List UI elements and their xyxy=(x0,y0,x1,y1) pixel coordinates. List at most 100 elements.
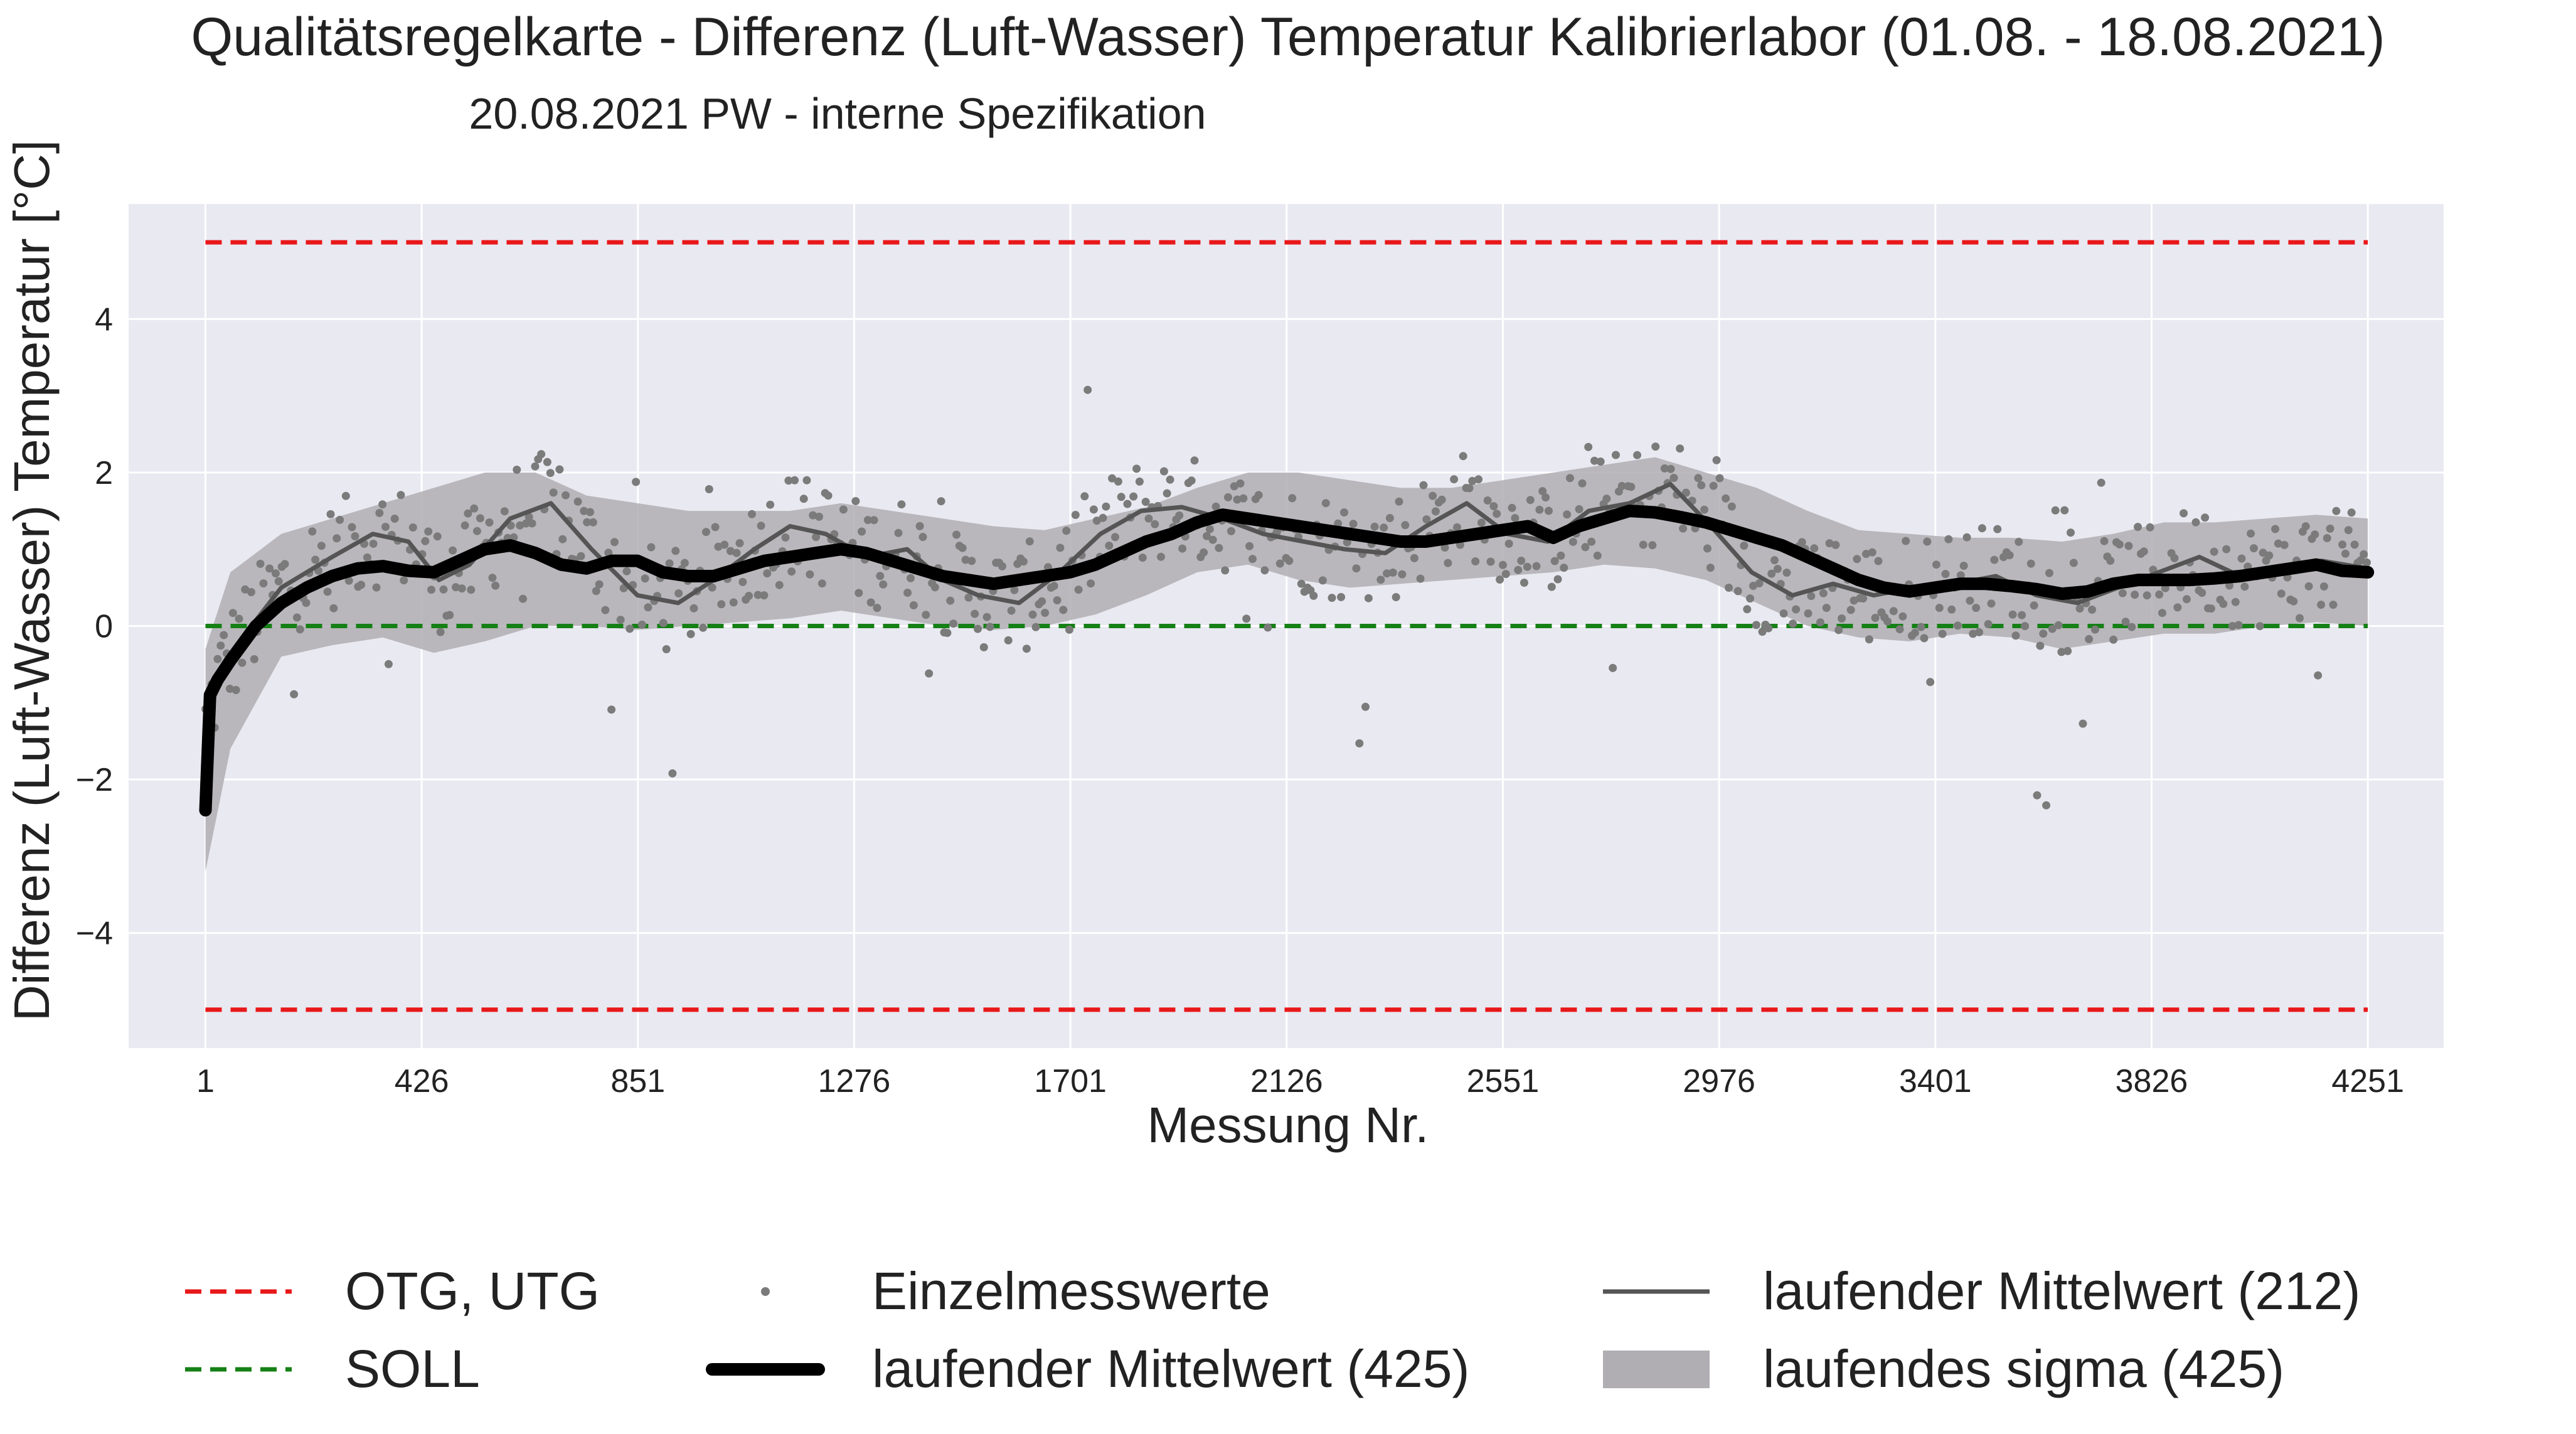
measurement-point xyxy=(1080,492,1089,501)
measurement-point xyxy=(1065,625,1073,634)
measurement-point xyxy=(348,523,356,532)
measurement-point xyxy=(2033,791,2041,800)
measurement-point xyxy=(2075,604,2084,613)
measurement-point xyxy=(1416,574,1425,583)
measurement-point xyxy=(1211,502,1220,511)
measurement-point xyxy=(647,543,656,552)
measurement-point xyxy=(784,476,793,485)
measurement-point xyxy=(943,629,952,637)
measurement-point xyxy=(781,533,790,542)
measurement-point xyxy=(753,591,762,599)
measurement-point xyxy=(1328,594,1336,602)
measurement-point xyxy=(1138,554,1147,562)
measurement-point xyxy=(1272,527,1281,536)
measurement-point xyxy=(1215,543,1223,552)
legend-swatch-band xyxy=(1603,1351,1710,1388)
measurement-point xyxy=(1853,555,1861,564)
measurement-point xyxy=(1557,551,1565,560)
measurement-point xyxy=(2183,595,2191,604)
measurement-point xyxy=(390,515,399,523)
measurement-point xyxy=(998,562,1006,570)
measurement-point xyxy=(1773,565,1782,573)
measurement-point xyxy=(1681,488,1690,497)
measurement-point xyxy=(1474,475,1483,484)
measurement-point xyxy=(748,510,756,518)
measurement-point xyxy=(967,557,976,565)
measurement-point xyxy=(1746,594,1755,603)
measurement-point xyxy=(1468,476,1477,485)
measurement-point xyxy=(1465,484,1474,493)
legend-item: Einzelmesswerte xyxy=(761,1261,1270,1320)
x-tick-label: 851 xyxy=(610,1063,665,1100)
measurement-point xyxy=(714,542,723,551)
measurement-point xyxy=(2118,589,2127,597)
legend-item: laufendes sigma (425) xyxy=(1603,1339,2284,1398)
measurement-point xyxy=(1566,474,1574,483)
measurement-point xyxy=(2314,671,2323,680)
measurement-point xyxy=(925,669,934,678)
measurement-point xyxy=(1297,579,1306,588)
measurement-point xyxy=(250,655,258,663)
measurement-point xyxy=(817,579,826,588)
legend-label: OTG, UTG xyxy=(345,1261,600,1320)
measurement-point xyxy=(2329,601,2338,609)
legend: OTG, UTG Einzelmesswerte laufender Mittelw… xyxy=(185,1261,2360,1398)
measurement-point xyxy=(2051,506,2060,515)
measurement-point xyxy=(1954,621,1962,630)
measurement-point xyxy=(1431,507,1440,516)
measurement-point xyxy=(1175,511,1184,520)
measurement-point xyxy=(1059,606,1068,614)
measurement-point xyxy=(2360,550,2368,559)
measurement-point xyxy=(573,497,582,506)
measurement-point xyxy=(2091,625,2099,634)
measurement-point xyxy=(2317,601,2326,609)
measurement-point xyxy=(1245,542,1254,550)
measurement-point xyxy=(213,655,222,663)
measurement-point xyxy=(341,491,350,500)
measurement-point xyxy=(1187,476,1196,485)
measurement-point xyxy=(644,603,652,612)
measurement-point xyxy=(1392,593,1400,601)
x-tick-label: 3401 xyxy=(1899,1063,1972,1100)
measurement-point xyxy=(1022,645,1031,653)
running-mean-425-line xyxy=(199,505,2375,816)
measurement-point xyxy=(311,555,320,564)
measurement-point xyxy=(1703,544,1711,553)
measurement-point xyxy=(2210,547,2218,556)
measurement-point xyxy=(491,581,500,590)
measurement-point xyxy=(1977,524,1986,533)
measurement-point xyxy=(637,620,646,629)
measurement-point xyxy=(745,592,753,600)
measurement-point xyxy=(662,645,671,653)
measurement-point xyxy=(1163,489,1171,498)
measurement-point xyxy=(2057,648,2066,656)
measurement-point xyxy=(1758,628,1767,636)
measurement-point xyxy=(1083,385,1092,394)
measurement-point xyxy=(1074,586,1083,594)
measurement-point xyxy=(500,507,509,516)
measurement-point xyxy=(2222,545,2231,554)
measurement-point xyxy=(907,574,915,582)
measurement-point xyxy=(986,623,994,631)
measurement-point xyxy=(1722,494,1730,503)
measurement-point xyxy=(528,519,536,528)
measurement-point xyxy=(616,616,625,624)
measurement-point xyxy=(815,512,823,521)
measurement-point xyxy=(1486,557,1495,566)
measurement-point xyxy=(351,532,359,540)
measurement-point xyxy=(1453,523,1461,532)
legend-item: OTG, UTG xyxy=(185,1261,600,1320)
measurement-point xyxy=(1520,579,1528,587)
measurement-point xyxy=(1727,502,1736,511)
measurement-point xyxy=(1526,496,1535,505)
measurement-point xyxy=(2250,544,2258,553)
measurement-point xyxy=(1028,610,1037,619)
measurement-point xyxy=(897,500,906,509)
measurement-point xyxy=(2121,618,2130,626)
measurement-point xyxy=(1227,527,1235,535)
measurement-point xyxy=(247,588,255,596)
measurement-point xyxy=(982,613,991,621)
measurement-point xyxy=(1917,623,1925,631)
measurement-point xyxy=(1157,552,1165,561)
